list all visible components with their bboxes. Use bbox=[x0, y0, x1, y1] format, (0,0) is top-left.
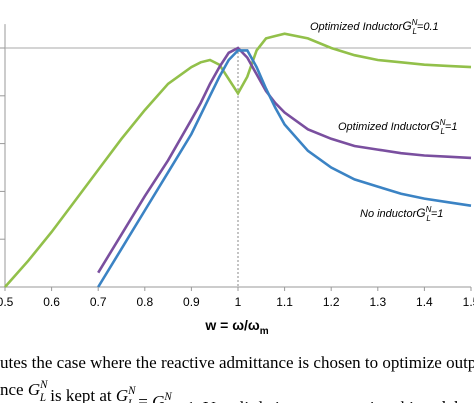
legend-rhs: =1 bbox=[431, 208, 444, 220]
caption-text: is kept at bbox=[46, 386, 116, 403]
math-base: G bbox=[430, 119, 439, 133]
series-line bbox=[97, 46, 472, 274]
x-tick-label: 0.8 bbox=[136, 295, 153, 309]
x-label-sub: m bbox=[260, 326, 269, 337]
x-tick-label: 1 bbox=[235, 295, 242, 309]
x-tick-label: 1.4 bbox=[416, 295, 433, 309]
x-tick-label: 0.5 bbox=[0, 295, 14, 309]
math-base: G bbox=[116, 386, 128, 403]
math-base: G bbox=[402, 19, 411, 33]
math-base: G bbox=[28, 380, 40, 399]
x-tick-label: 0.6 bbox=[43, 295, 60, 309]
x-tick-label: 1.5 bbox=[463, 295, 474, 309]
series-line bbox=[97, 49, 472, 288]
x-tick-label: 1.2 bbox=[323, 295, 340, 309]
legend-label: Optimized InductorGN L=1 bbox=[338, 118, 457, 136]
legend-name: Optimized Inductor bbox=[310, 21, 404, 33]
caption-text: utes the case where the reactive admitta… bbox=[0, 353, 474, 372]
x-tick-label: 0.7 bbox=[90, 295, 107, 309]
x-axis-label: w = ω/ωm bbox=[204, 317, 268, 337]
math-sup: N bbox=[426, 205, 432, 214]
caption-text: = bbox=[134, 392, 152, 403]
math-sub: L bbox=[39, 392, 46, 403]
legend-name: No inductor bbox=[360, 208, 418, 220]
caption-text: nce bbox=[0, 380, 28, 399]
math-sup: N bbox=[163, 391, 172, 403]
series-line bbox=[4, 32, 472, 288]
math-sup: N bbox=[412, 18, 418, 27]
math-base: G bbox=[416, 206, 425, 220]
caption-line: nce GNL is kept at GNL = GNin =1. Very l… bbox=[0, 379, 463, 403]
math-sub: L bbox=[440, 127, 444, 136]
math-sup: N bbox=[127, 385, 136, 397]
math-sub: L bbox=[127, 398, 134, 403]
x-tick-label: 0.9 bbox=[183, 295, 200, 309]
math-sup: N bbox=[440, 118, 446, 127]
caption-line: utes the case where the reactive admitta… bbox=[0, 353, 474, 372]
math-base: G bbox=[152, 392, 164, 403]
legend-rhs: =1 bbox=[445, 121, 458, 133]
math-sup: N bbox=[39, 379, 48, 391]
x-tick-label: 1.1 bbox=[276, 295, 293, 309]
math-sub: L bbox=[412, 27, 416, 36]
legend-label: Optimized InductorGN L=0.1 bbox=[310, 18, 439, 36]
x-label-text: w = ω/ω bbox=[204, 317, 260, 333]
math-sub: L bbox=[426, 214, 430, 223]
legend-label: No inductorGN L=1 bbox=[360, 205, 443, 223]
legend-rhs: =0.1 bbox=[417, 21, 439, 33]
caption-text: =1. Very little improvement is achieved,… bbox=[173, 398, 463, 403]
legend-name: Optimized Inductor bbox=[338, 121, 432, 133]
x-tick-label: 1.3 bbox=[369, 295, 386, 309]
